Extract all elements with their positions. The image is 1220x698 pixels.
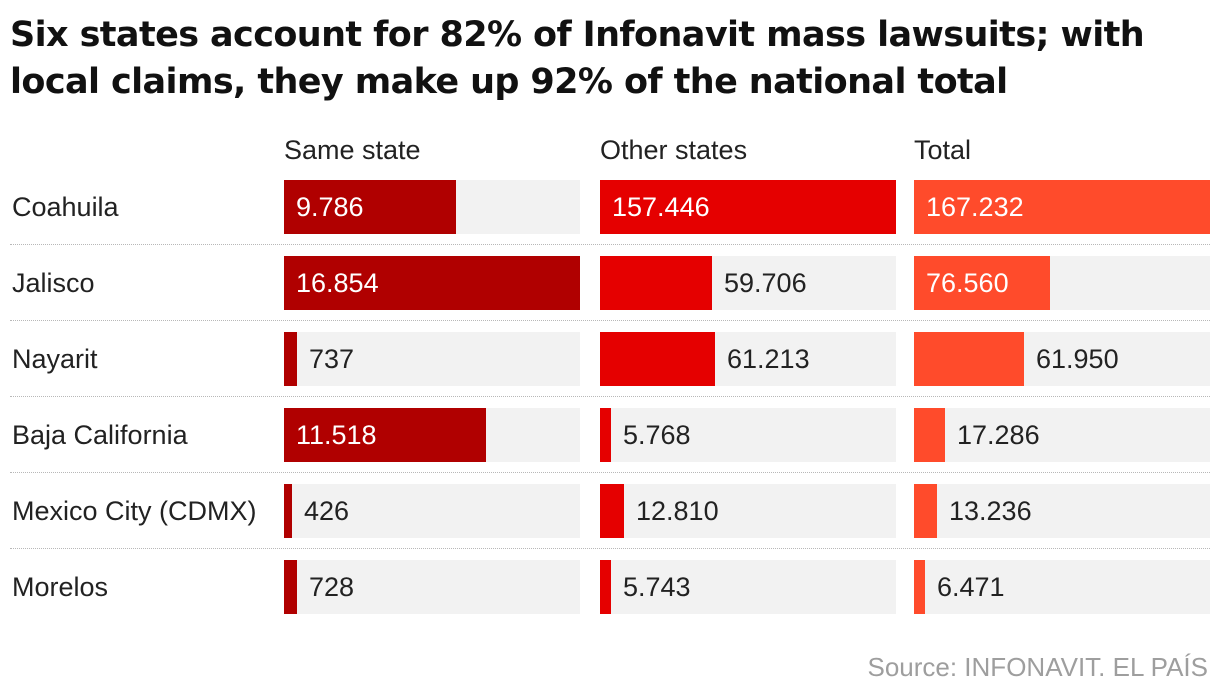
data-label: 13.236 bbox=[949, 496, 1032, 526]
bar bbox=[914, 332, 1024, 386]
data-label: 426 bbox=[304, 496, 350, 526]
bar bbox=[284, 484, 292, 538]
data-label: 61.213 bbox=[727, 344, 810, 374]
data-label: 61.950 bbox=[1036, 344, 1119, 374]
bar-track bbox=[284, 484, 580, 538]
bar bbox=[600, 332, 715, 386]
bar bbox=[600, 560, 611, 614]
row-separator bbox=[10, 396, 1210, 397]
row-separator bbox=[10, 244, 1210, 245]
data-label: 76.560 bbox=[926, 268, 1009, 298]
data-label: 728 bbox=[309, 572, 355, 602]
data-label: 9.786 bbox=[296, 192, 364, 222]
bar bbox=[284, 332, 297, 386]
bar-track bbox=[914, 560, 1210, 614]
bar-track bbox=[284, 332, 580, 386]
bar bbox=[914, 560, 925, 614]
bar bbox=[914, 484, 937, 538]
bar-track bbox=[600, 560, 896, 614]
column-header-total: Total bbox=[914, 135, 972, 165]
bar-track bbox=[914, 484, 1210, 538]
row-label: Mexico City (CDMX) bbox=[12, 496, 257, 526]
bar-track bbox=[284, 560, 580, 614]
data-label: 737 bbox=[309, 344, 355, 374]
bar-track bbox=[914, 408, 1210, 462]
data-label: 5.743 bbox=[623, 572, 691, 602]
data-label: 5.768 bbox=[623, 420, 691, 450]
bar bbox=[284, 560, 297, 614]
bar bbox=[284, 180, 456, 234]
data-label: 16.854 bbox=[296, 268, 379, 298]
bar bbox=[914, 256, 1050, 310]
data-label: 11.518 bbox=[296, 420, 377, 450]
row-separator bbox=[10, 548, 1210, 549]
data-label: 167.232 bbox=[926, 192, 1024, 222]
column-header-other-states: Other states bbox=[600, 135, 748, 165]
bar bbox=[600, 256, 712, 310]
row-separator bbox=[10, 472, 1210, 473]
bar bbox=[600, 484, 624, 538]
source-note: Source: INFONAVIT. EL PAÍS bbox=[867, 652, 1208, 682]
bar-track bbox=[600, 408, 896, 462]
bar bbox=[600, 408, 611, 462]
row-label: Jalisco bbox=[12, 268, 95, 298]
row-label: Baja California bbox=[12, 420, 188, 450]
row-label: Coahuila bbox=[12, 192, 119, 222]
column-header-same-state: Same state bbox=[284, 135, 421, 165]
bar bbox=[914, 180, 1210, 234]
bar bbox=[600, 180, 896, 234]
bar bbox=[284, 408, 486, 462]
row-label: Morelos bbox=[12, 572, 109, 602]
bar bbox=[284, 256, 580, 310]
data-label: 17.286 bbox=[957, 420, 1040, 450]
data-label: 6.471 bbox=[937, 572, 1005, 602]
row-separator bbox=[10, 320, 1210, 321]
bar bbox=[914, 408, 945, 462]
row-label: Nayarit bbox=[12, 344, 98, 374]
data-label: 12.810 bbox=[636, 496, 719, 526]
data-label: 59.706 bbox=[724, 268, 807, 298]
data-label: 157.446 bbox=[612, 192, 710, 222]
bar-track bbox=[600, 484, 896, 538]
chart-title: Six states account for 82% of Infonavit … bbox=[10, 15, 1145, 102]
